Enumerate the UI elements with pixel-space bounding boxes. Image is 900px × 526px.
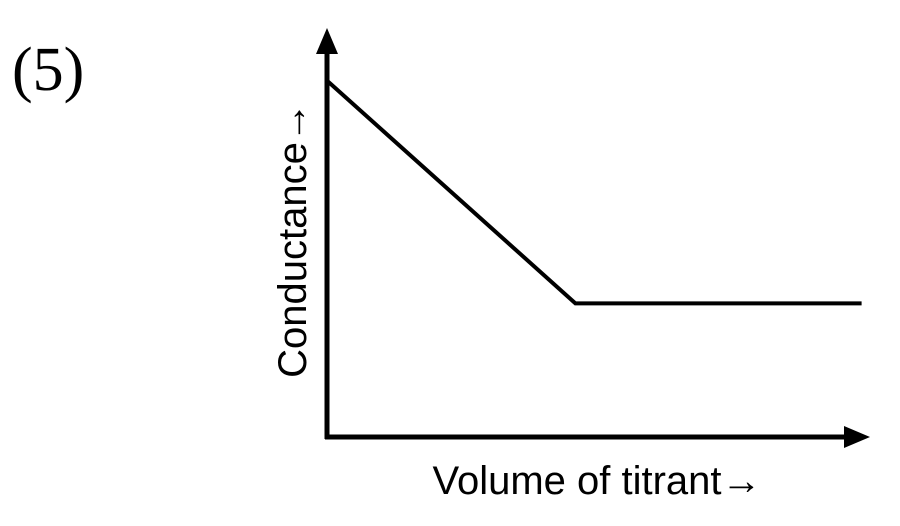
y-axis-label: Conductance→: [271, 102, 315, 378]
x-axis-arrow: [844, 426, 870, 448]
data-line: [325, 79, 862, 306]
x-axis-label: Volume of titrant→: [432, 459, 761, 503]
figure-label: (5): [12, 36, 84, 104]
y-axis-arrow: [316, 28, 338, 54]
